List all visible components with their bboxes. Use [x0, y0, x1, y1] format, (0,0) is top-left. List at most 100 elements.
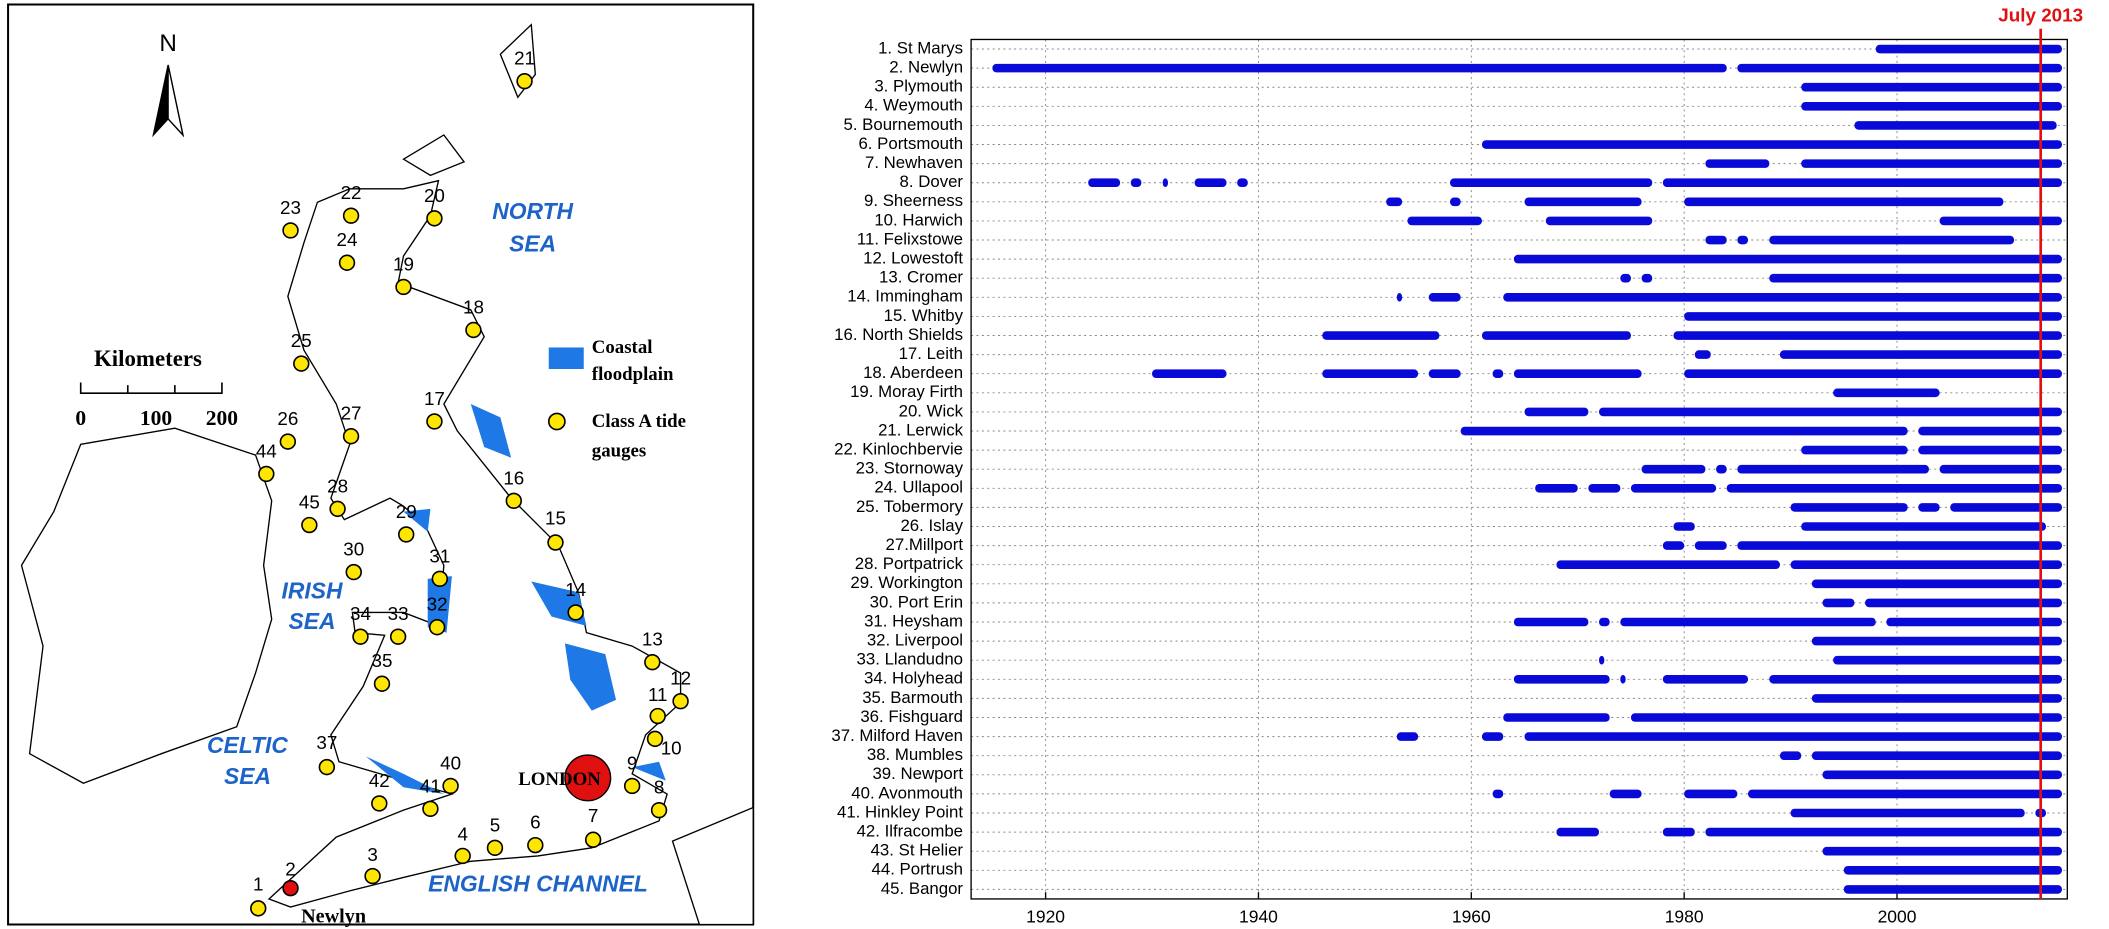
tide-gauge [505, 492, 523, 510]
coverage-segment [1407, 216, 1482, 226]
sea-label: SEA [289, 608, 336, 634]
coverage-segment [1428, 369, 1461, 379]
coverage-segment [1088, 178, 1121, 188]
sea-label: ENGLISH CHANNEL [428, 871, 648, 897]
coverage-segment [1556, 560, 1780, 570]
coverage-segment [1194, 178, 1227, 188]
tide-gauge [282, 222, 299, 239]
gauge-label: 41 [420, 775, 441, 796]
coverage-segment [1790, 808, 2025, 818]
coverage-segment [1833, 388, 1940, 398]
sea-label: CELTIC [207, 732, 288, 758]
tide-gauge [301, 516, 318, 534]
category-label: 21. Lerwick [878, 420, 964, 439]
coverage-segment [1630, 713, 2062, 722]
category-label: 20. Wick [899, 401, 964, 420]
coverage-segment [1737, 464, 1929, 474]
coverage-segment [1705, 235, 1727, 245]
gauge-label: 35 [372, 650, 393, 671]
tide-gauge [338, 254, 356, 271]
gauge-label: 34 [350, 603, 371, 624]
coverage-segment [1684, 789, 1738, 799]
scale-bar [79, 382, 223, 395]
coverage-segment [1918, 503, 1940, 512]
tide-gauge [644, 654, 661, 671]
tide-gauge [567, 604, 584, 621]
marker-label: July 2013 [1998, 5, 2083, 26]
coverage-segment [1556, 827, 1600, 837]
coverage-segment [1545, 216, 1653, 226]
coverage-segment [1620, 273, 1631, 283]
coverage-segment [1854, 121, 2057, 130]
coverage-segment [992, 63, 1727, 73]
legend-label: Class A tide [592, 411, 686, 432]
tide-gauge [258, 465, 275, 483]
coverage-segment [1641, 464, 1706, 474]
coverage-segment [1588, 484, 1621, 493]
coverage-segment [1726, 484, 2062, 493]
scale-tick: 0 [75, 406, 86, 430]
map: N Kilometers 0 100 200 Coastal floodplai… [7, 3, 755, 927]
coverage-segment [1450, 197, 1461, 207]
category-label: 44. Portrush [872, 860, 964, 879]
gauge-label: 1 [253, 873, 263, 894]
gauge-label: 2 [285, 859, 295, 880]
tide-gauge [329, 500, 346, 518]
coverage-segment [1684, 197, 2004, 207]
category-label: 10. Harwich [874, 210, 963, 229]
coverage-segment [1694, 541, 1727, 550]
gauge-label: 11 [648, 684, 668, 705]
tide-gauge [352, 628, 369, 645]
category-label: 4. Weymouth [864, 96, 963, 115]
floodplain-area [365, 756, 444, 795]
tide-gauge [646, 730, 664, 748]
category-label: 16. North Shields [834, 325, 963, 344]
category-label: 27.Millport [886, 535, 964, 554]
coverage-segment [1801, 82, 2062, 92]
gauge-label: 8 [654, 777, 664, 798]
coverage-segment [1716, 464, 1727, 474]
coverage-segment [1513, 617, 1589, 627]
gauge-label: 22 [341, 182, 362, 203]
gauge-label: 45 [299, 491, 320, 512]
sea-label: IRISH [282, 577, 343, 603]
coverage-segment [1322, 369, 1419, 379]
category-label: 45. Bangor [881, 879, 964, 898]
coverage-segment [1801, 522, 2047, 531]
coverage-segment [1684, 312, 2062, 321]
coverage-segment [1599, 407, 2062, 417]
category-label: 7. Newhaven [865, 153, 963, 172]
coverage-segment [1822, 598, 1855, 608]
category-label: 37. Milford Haven [831, 726, 963, 745]
coverage-segment [1822, 770, 2062, 780]
gauge-label: 16 [503, 467, 524, 488]
category-label: 18. Aberdeen [863, 363, 963, 382]
france [671, 806, 754, 926]
category-label: 32. Liverpool [867, 631, 963, 650]
scale-tick: 100 [140, 406, 172, 430]
category-label: 24. Ullapool [874, 478, 963, 497]
tide-gauge [465, 321, 482, 339]
tide-gauge [342, 428, 360, 445]
coverage-segment [1662, 178, 2062, 188]
coverage-segment [1524, 407, 1589, 417]
coverage-segment [1748, 789, 2062, 799]
x-tick-label: 1940 [1239, 906, 1278, 926]
coverage-segment [1801, 159, 2062, 168]
tide-gauge [547, 534, 564, 551]
tide-gauge [318, 758, 336, 776]
coverage-segment [1620, 674, 1626, 684]
floodplain-area [632, 761, 666, 781]
coverage-segment [1396, 293, 1403, 302]
coverage-segment [1513, 674, 1610, 684]
coverage-segment [1875, 44, 2062, 54]
coverage-segment [1535, 484, 1578, 493]
coverage-segment [1801, 445, 1908, 455]
tide-gauge [650, 801, 668, 819]
coverage-segment [1162, 178, 1168, 188]
coverage-segment [1428, 293, 1461, 302]
gauge-label: 19 [393, 253, 414, 274]
sea-label: NORTH [492, 198, 573, 224]
coverage-segment [1481, 140, 2062, 149]
tide-gauge [371, 795, 388, 812]
